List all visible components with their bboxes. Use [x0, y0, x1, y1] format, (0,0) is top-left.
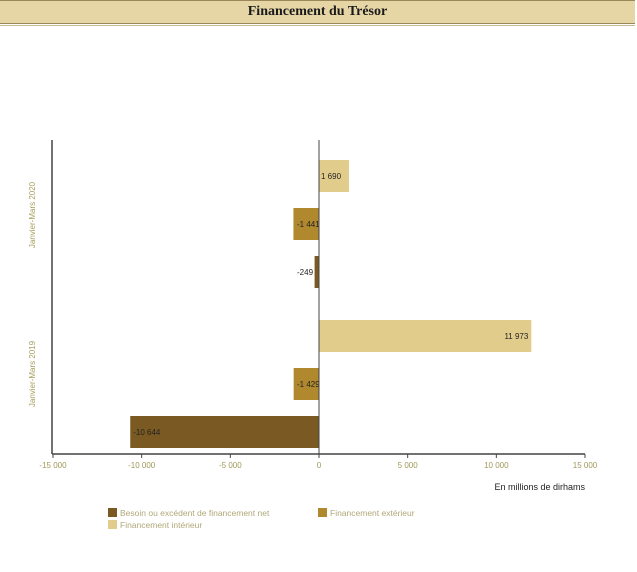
- legend-label: Financement intérieur: [120, 520, 202, 530]
- group-label: Janvier-Mars 2019: [28, 340, 37, 407]
- x-tick-label: 0: [317, 461, 322, 470]
- x-tick-label: -15 000: [39, 461, 67, 470]
- data-label: 11 973: [504, 332, 528, 341]
- legend-swatch: [318, 508, 327, 517]
- bar: [319, 320, 532, 352]
- legend-swatch: [108, 508, 117, 517]
- bar: [319, 160, 349, 192]
- bar: [293, 368, 319, 400]
- x-axis-unit: En millions de dirhams: [494, 482, 585, 492]
- data-label: -1 441: [297, 220, 320, 229]
- x-tick-label: 10 000: [484, 461, 509, 470]
- legend-label: Financement extérieur: [330, 508, 415, 518]
- x-tick-label: 5 000: [398, 461, 419, 470]
- header-bar: Financement du Trésor: [0, 0, 635, 24]
- bar: [130, 416, 319, 448]
- data-label: -1 429: [297, 380, 320, 389]
- data-label: -249: [297, 268, 314, 277]
- page-title: Financement du Trésor: [247, 4, 388, 19]
- x-tick-label: -5 000: [219, 461, 242, 470]
- legend-label: Besoin ou excédent de financement net: [120, 508, 270, 518]
- data-label: 1 690: [321, 172, 342, 181]
- group-label: Janvier-Mars 2020: [28, 181, 37, 248]
- x-tick-label: -10 000: [128, 461, 156, 470]
- x-tick-label: 15 000: [573, 461, 598, 470]
- bar: [293, 208, 319, 240]
- header-divider: [0, 25, 635, 28]
- legend-swatch: [108, 520, 117, 529]
- bar: [314, 256, 319, 288]
- data-label: -10 644: [133, 428, 161, 437]
